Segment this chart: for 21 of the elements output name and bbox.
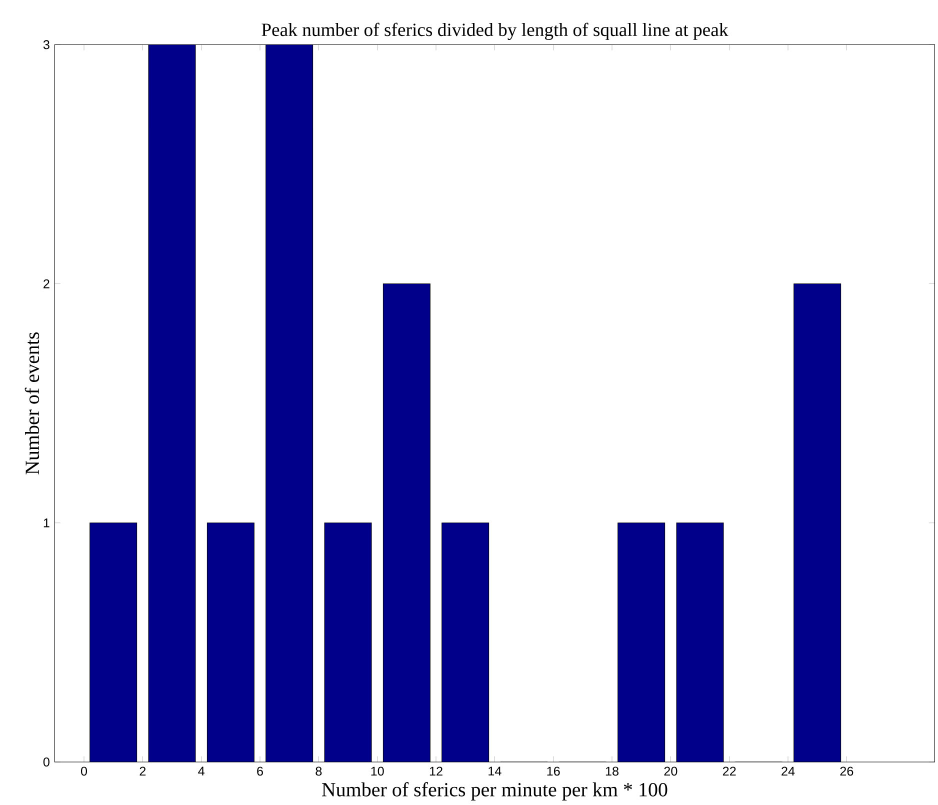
x-tick-label: 16 (547, 766, 560, 776)
y-tick-label: 2 (44, 279, 50, 288)
y-tick-label: 3 (43, 40, 50, 50)
x-tick-label: 6 (257, 766, 263, 776)
y-tick-label: 1 (44, 518, 50, 528)
x-tick-label: 26 (840, 766, 854, 776)
x-tick-label: 0 (80, 766, 88, 776)
x-axis-title: Number of sferics per minute per km * 100 (322, 782, 668, 801)
x-tick-label: 4 (198, 766, 204, 776)
chart-title: Peak number of sferics divided by length of squall line at peak (262, 22, 728, 40)
y-tick-label: 0 (43, 758, 50, 767)
y-axis-title: Number of events (24, 332, 40, 474)
x-tick-label: 2 (140, 766, 146, 776)
x-tick-label: 8 (316, 766, 322, 776)
x-tick-label: 18 (606, 766, 619, 776)
x-tick-label: 22 (722, 766, 736, 776)
x-tick-label: 12 (430, 766, 442, 776)
x-tick-label: 14 (488, 766, 502, 776)
x-tick-label: 10 (371, 766, 384, 776)
x-tick-label: 20 (664, 766, 678, 776)
x-tick-label: 24 (782, 766, 795, 776)
